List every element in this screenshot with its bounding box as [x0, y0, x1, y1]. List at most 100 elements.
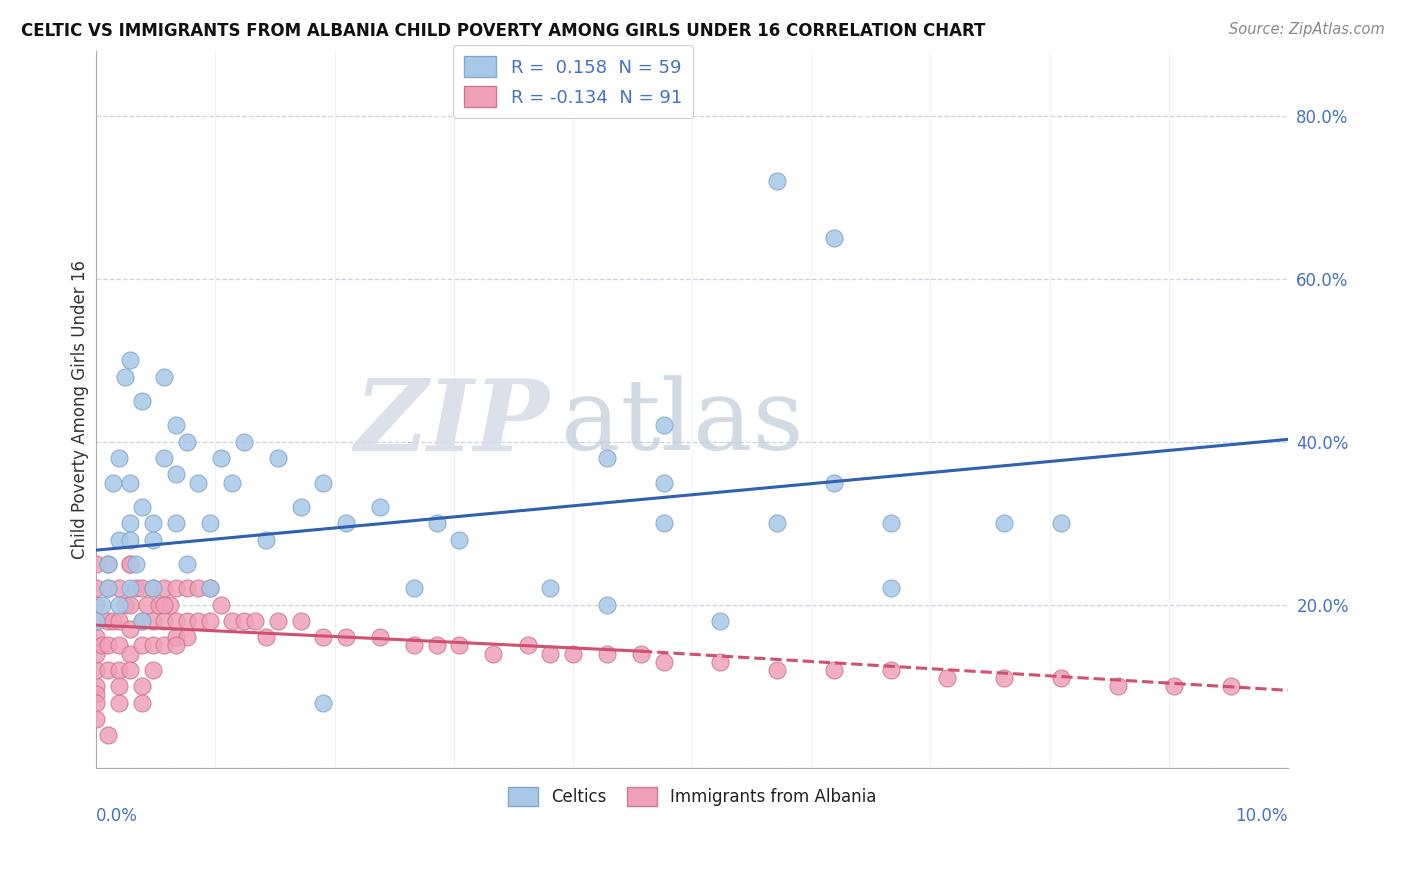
Point: [823, 231, 845, 245]
Point: [84, 687, 107, 701]
Point: [120, 622, 142, 636]
Point: [153, 639, 176, 653]
Point: [198, 516, 221, 531]
Point: [165, 639, 187, 653]
Point: [880, 582, 903, 596]
Point: [142, 533, 165, 547]
Point: [176, 434, 198, 449]
Point: [198, 582, 221, 596]
Point: [766, 174, 789, 188]
Point: [232, 614, 254, 628]
Point: [97, 557, 120, 571]
Point: [131, 394, 153, 409]
Point: [823, 663, 845, 677]
Point: [176, 631, 198, 645]
Point: [256, 533, 278, 547]
Point: [84, 557, 107, 571]
Point: [402, 639, 425, 653]
Point: [142, 582, 165, 596]
Point: [84, 712, 107, 726]
Point: [142, 639, 165, 653]
Point: [120, 557, 142, 571]
Text: Source: ZipAtlas.com: Source: ZipAtlas.com: [1229, 22, 1385, 37]
Point: [312, 631, 335, 645]
Point: [312, 475, 335, 490]
Point: [165, 467, 187, 482]
Point: [426, 639, 449, 653]
Point: [114, 598, 136, 612]
Point: [120, 598, 142, 612]
Point: [120, 647, 142, 661]
Point: [335, 631, 357, 645]
Point: [243, 614, 266, 628]
Point: [142, 614, 165, 628]
Point: [131, 679, 153, 693]
Point: [120, 533, 142, 547]
Point: [114, 369, 136, 384]
Point: [142, 663, 165, 677]
Text: 0.0%: 0.0%: [96, 807, 138, 825]
Point: [103, 614, 125, 628]
Point: [120, 557, 142, 571]
Point: [449, 533, 471, 547]
Point: [97, 614, 120, 628]
Point: [84, 631, 107, 645]
Point: [131, 639, 153, 653]
Point: [187, 614, 209, 628]
Point: [1107, 679, 1129, 693]
Point: [165, 418, 187, 433]
Point: [131, 500, 153, 514]
Point: [90, 639, 112, 653]
Point: [165, 631, 187, 645]
Point: [131, 582, 153, 596]
Point: [267, 451, 290, 466]
Point: [97, 639, 120, 653]
Text: ZIP: ZIP: [354, 376, 550, 472]
Point: [290, 614, 312, 628]
Point: [142, 516, 165, 531]
Point: [108, 679, 131, 693]
Point: [312, 696, 335, 710]
Point: [176, 582, 198, 596]
Point: [766, 516, 789, 531]
Point: [142, 582, 165, 596]
Point: [84, 696, 107, 710]
Point: [482, 647, 505, 661]
Point: [209, 451, 232, 466]
Point: [256, 631, 278, 645]
Point: [153, 598, 176, 612]
Point: [1050, 671, 1073, 685]
Point: [766, 663, 789, 677]
Point: [290, 500, 312, 514]
Point: [165, 516, 187, 531]
Point: [84, 663, 107, 677]
Y-axis label: Child Poverty Among Girls Under 16: Child Poverty Among Girls Under 16: [72, 260, 89, 558]
Point: [108, 533, 131, 547]
Point: [630, 647, 652, 661]
Point: [84, 647, 107, 661]
Point: [596, 598, 619, 612]
Point: [993, 671, 1015, 685]
Point: [84, 614, 107, 628]
Point: [108, 598, 131, 612]
Point: [108, 582, 131, 596]
Point: [97, 663, 120, 677]
Point: [103, 475, 125, 490]
Point: [125, 557, 148, 571]
Point: [267, 614, 290, 628]
Point: [148, 598, 170, 612]
Point: [368, 631, 391, 645]
Point: [176, 557, 198, 571]
Point: [709, 614, 731, 628]
Point: [97, 557, 120, 571]
Point: [187, 582, 209, 596]
Point: [131, 614, 153, 628]
Point: [108, 614, 131, 628]
Point: [426, 516, 449, 531]
Point: [335, 516, 357, 531]
Point: [84, 679, 107, 693]
Point: [232, 434, 254, 449]
Point: [90, 598, 112, 612]
Point: [449, 639, 471, 653]
Point: [187, 475, 209, 490]
